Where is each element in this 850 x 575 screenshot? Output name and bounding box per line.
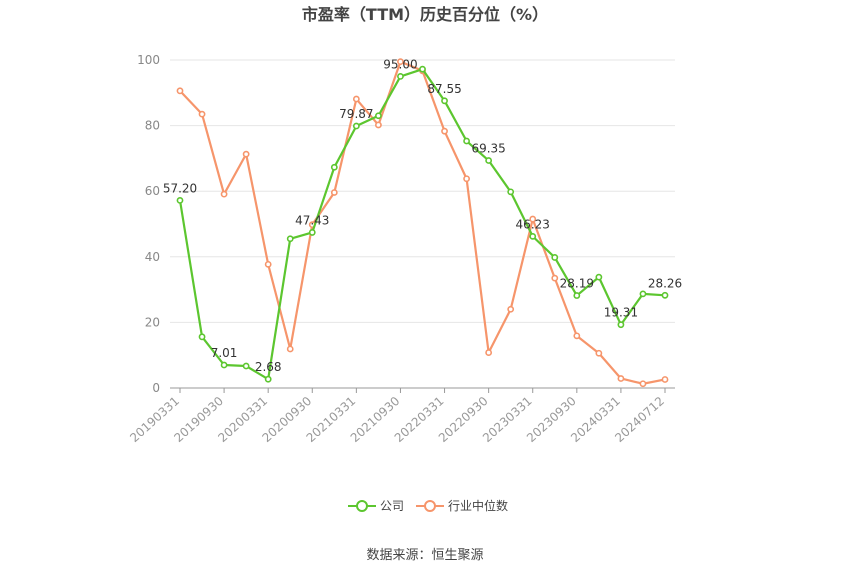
- data-label: 57.20: [163, 181, 197, 195]
- x-axis: 2019033120190930202003312020093020210331…: [127, 387, 675, 445]
- data-point: [397, 58, 404, 66]
- data-point: [330, 189, 338, 196]
- data-point: [529, 232, 537, 240]
- data-point: [595, 349, 603, 357]
- data-label: 28.26: [648, 276, 682, 290]
- data-point: [375, 112, 382, 120]
- data-point: [661, 376, 669, 383]
- series-line-company: [178, 68, 666, 381]
- data-point: [485, 157, 493, 164]
- series-line-industry: [179, 60, 666, 385]
- legend-item[interactable]: 公司: [348, 499, 404, 513]
- data-label: 19.31: [604, 306, 638, 320]
- data-point: [529, 215, 537, 223]
- y-tick-label: 80: [145, 119, 160, 133]
- data-point: [661, 291, 669, 299]
- y-tick-label: 0: [152, 381, 160, 395]
- data-point: [419, 65, 426, 73]
- data-point: [220, 190, 228, 198]
- data-point: [551, 254, 559, 261]
- data-point: [375, 121, 382, 129]
- grid-lines: [170, 59, 675, 323]
- data-point: [264, 260, 272, 268]
- y-tick-label: 60: [145, 184, 160, 198]
- data-point: [485, 349, 493, 356]
- data-label: 69.35: [471, 142, 505, 156]
- data-label: 7.01: [211, 346, 238, 360]
- y-tick-label: 100: [137, 53, 160, 67]
- data-point: [573, 292, 581, 299]
- legend-marker: [356, 500, 368, 512]
- data-label: 46.23: [516, 217, 550, 231]
- data-label: 95.00: [383, 57, 417, 71]
- data-point: [198, 110, 206, 118]
- y-axis: 0 20 40 60 80 100: [137, 53, 160, 395]
- data-point: [352, 122, 360, 130]
- data-labels: 57.20 7.01 2.68 47.43 79.87 95.00 87.55 69.35 46…: [163, 57, 682, 374]
- legend-label: 行业中位数: [448, 498, 508, 513]
- data-point: [176, 87, 184, 95]
- legend[interactable]: 公司 行业中位数: [348, 498, 508, 513]
- data-point: [463, 137, 470, 145]
- data-point: [286, 235, 294, 243]
- data-point: [264, 375, 272, 383]
- data-label: 79.87: [339, 107, 373, 121]
- data-point: [330, 163, 338, 171]
- data-point: [242, 362, 250, 370]
- data-point: [463, 175, 470, 183]
- data-label: 87.55: [427, 82, 461, 96]
- data-point: [308, 229, 316, 236]
- y-tick-label: 20: [145, 315, 160, 329]
- data-point: [441, 97, 448, 105]
- source-note: 数据来源：恒生聚源: [366, 548, 483, 563]
- data-point: [352, 95, 360, 103]
- data-point: [617, 375, 625, 382]
- data-point: [242, 150, 250, 158]
- data-point: [573, 332, 581, 340]
- chart-title: 市盈率（TTM）历史百分位（%）: [302, 5, 548, 24]
- data-point: [617, 321, 625, 329]
- data-label: 47.43: [295, 213, 329, 227]
- y-tick-label: 40: [145, 250, 160, 264]
- data-label: 28.19: [560, 277, 594, 291]
- legend-marker: [424, 500, 436, 512]
- data-point: [551, 274, 559, 282]
- data-point: [397, 73, 404, 80]
- data-point: [176, 196, 184, 204]
- data-point: [286, 345, 294, 353]
- data-point: [441, 127, 448, 135]
- data-point: [639, 290, 647, 298]
- data-point: [595, 273, 603, 281]
- data-point: [639, 380, 647, 388]
- data-label: 2.68: [255, 360, 282, 374]
- data-point: [220, 361, 228, 369]
- legend-label: 公司: [380, 499, 404, 513]
- legend-item[interactable]: 行业中位数: [416, 498, 508, 513]
- data-point: [507, 188, 515, 196]
- series-layer: [176, 58, 669, 388]
- data-point: [507, 305, 515, 313]
- data-point: [198, 333, 206, 341]
